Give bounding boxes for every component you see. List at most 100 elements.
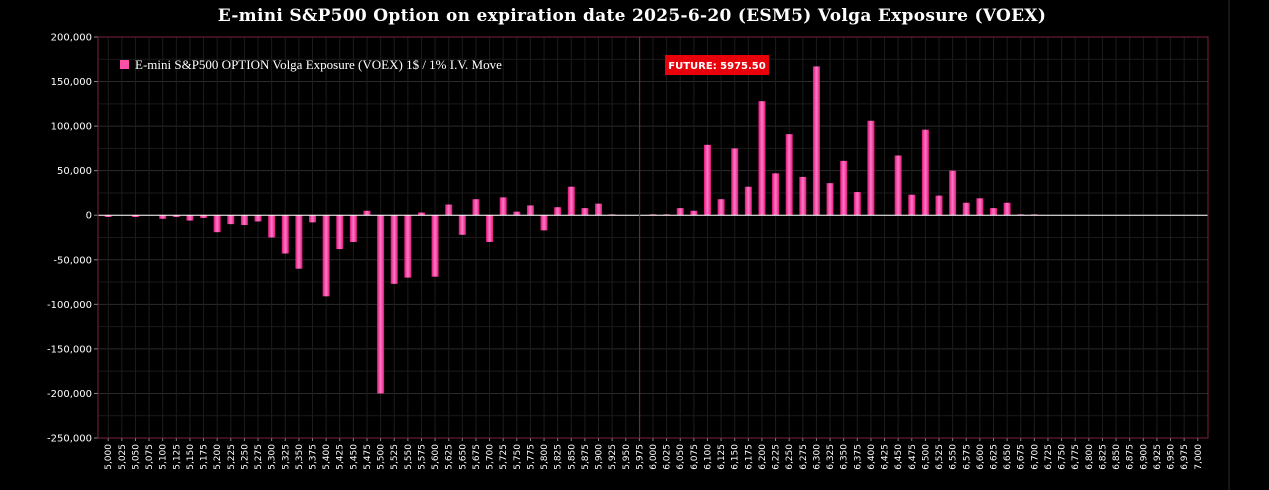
bar	[567, 186, 575, 216]
x-tick-label: 6,125	[717, 444, 727, 470]
x-tick-label: 6,100	[703, 444, 713, 470]
x-tick-label: 5,200	[213, 444, 223, 470]
plot-frame	[97, 36, 1209, 439]
x-tick-label: 5,225	[227, 444, 237, 470]
bar	[731, 148, 739, 216]
future-badge-box	[665, 55, 769, 75]
bar	[840, 160, 848, 216]
x-tick-label: 5,600	[431, 444, 441, 470]
x-tick-label: 5,825	[554, 444, 564, 470]
x-tick-label: 6,725	[1044, 444, 1054, 470]
legend-swatch	[120, 60, 129, 69]
x-tick-label: 5,375	[309, 444, 319, 470]
x-tick-label: 5,275	[254, 444, 264, 470]
bar	[989, 208, 997, 216]
future-badge-label: FUTURE: 5975.50	[668, 61, 765, 72]
bar	[268, 215, 276, 238]
y-tick-label: -50,000	[53, 255, 92, 266]
bar	[976, 198, 984, 216]
bar	[758, 101, 766, 216]
x-tick-label: 6,875	[1126, 444, 1136, 470]
y-axis: 200,000 150,000 100,000 50,000 0 -50,000 -100,…	[47, 33, 98, 445]
bar	[186, 215, 194, 221]
x-tick-label: 6,550	[949, 444, 959, 470]
bar	[486, 215, 494, 242]
bar	[458, 215, 466, 235]
bar	[676, 208, 684, 216]
x-tick-label: 6,025	[663, 444, 673, 470]
y-tick-label: 150,000	[51, 77, 92, 88]
bar	[717, 199, 725, 216]
bar	[690, 210, 698, 216]
bar	[554, 207, 562, 216]
bar	[785, 134, 793, 216]
bar	[812, 66, 820, 216]
bar-series	[104, 66, 1038, 394]
bar	[894, 155, 902, 216]
bar	[1003, 202, 1011, 216]
bar	[417, 212, 425, 216]
x-tick-label: 5,525	[390, 444, 400, 470]
x-tick-label: 5,150	[186, 444, 196, 470]
x-tick-label: 5,900	[595, 444, 605, 470]
x-tick-label: 5,575	[417, 444, 427, 470]
x-tick-label: 6,375	[853, 444, 863, 470]
x-tick-label: 6,925	[1153, 444, 1163, 470]
x-tick-label: 6,050	[676, 444, 686, 470]
bar	[390, 215, 398, 284]
x-tick-label: 5,625	[445, 444, 455, 470]
x-tick-label: 5,400	[322, 444, 332, 470]
bar	[472, 199, 480, 216]
x-tick-label: 6,750	[1058, 444, 1068, 470]
bar	[744, 186, 752, 216]
x-tick-label: 5,850	[567, 444, 577, 470]
bar	[595, 203, 603, 216]
x-tick-label: 5,000	[104, 444, 114, 470]
x-tick-label: 5,975	[635, 444, 645, 470]
x-tick-label: 6,475	[908, 444, 918, 470]
x-tick-label: 6,250	[785, 444, 795, 470]
y-tick-label: -250,000	[47, 434, 92, 445]
x-tick-label: 6,625	[989, 444, 999, 470]
future-badge: FUTURE: 5975.50	[665, 55, 769, 75]
x-tick-label: 5,450	[349, 444, 359, 470]
x-tick-label: 5,700	[486, 444, 496, 470]
bar	[581, 208, 589, 216]
x-tick-label: 5,075	[145, 444, 155, 470]
legend: E-mini S&P500 OPTION Volga Exposure (VOE…	[120, 57, 502, 72]
x-tick-label: 6,150	[731, 444, 741, 470]
bar	[799, 176, 807, 216]
x-tick-label: 6,975	[1180, 444, 1190, 470]
x-tick-label: 5,025	[118, 444, 128, 470]
x-tick-label: 6,850	[1112, 444, 1122, 470]
bar	[935, 195, 943, 216]
x-tick-label: 5,550	[404, 444, 414, 470]
x-tick-label: 5,950	[622, 444, 632, 470]
bar	[908, 194, 916, 216]
x-tick-label: 6,800	[1085, 444, 1095, 470]
y-tick-label: -150,000	[47, 344, 92, 355]
x-tick-label: 6,900	[1139, 444, 1149, 470]
x-tick-label: 5,475	[363, 444, 373, 470]
chart-title: E-mini S&P500 Option on expiration date …	[218, 6, 1046, 26]
bar	[962, 202, 970, 216]
x-tick-label: 6,450	[894, 444, 904, 470]
bar	[949, 170, 957, 216]
x-tick-label: 6,950	[1167, 444, 1177, 470]
bar	[281, 215, 289, 254]
x-tick-label: 5,775	[526, 444, 536, 470]
bar	[227, 215, 235, 225]
x-tick-label: 6,575	[962, 444, 972, 470]
bar	[499, 197, 507, 216]
bar	[867, 120, 875, 216]
bar	[254, 215, 262, 222]
x-tick-label: 6,200	[758, 444, 768, 470]
bar	[240, 215, 248, 226]
bar	[772, 173, 780, 216]
x-tick-label: 6,000	[649, 444, 659, 470]
bar	[431, 215, 439, 277]
x-tick-label: 6,325	[826, 444, 836, 470]
x-tick-label: 6,525	[935, 444, 945, 470]
x-tick-label: 5,050	[131, 444, 141, 470]
